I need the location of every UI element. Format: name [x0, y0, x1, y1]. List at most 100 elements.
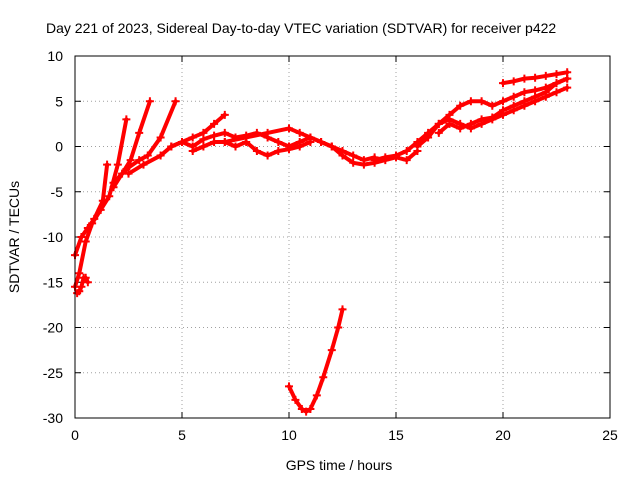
data-point [370, 156, 379, 165]
data-point [105, 192, 114, 201]
data-point [349, 158, 358, 167]
y-axis-label: SDTVAR / TECUs [6, 181, 22, 293]
data-point [75, 287, 84, 296]
plot-area [71, 68, 572, 416]
data-point [242, 133, 251, 142]
y-tick-label: -30 [43, 410, 63, 426]
y-tick-label: 0 [55, 139, 63, 155]
data-point [334, 323, 343, 332]
y-tick-label: -25 [43, 365, 63, 381]
data-point [156, 151, 165, 160]
data-point [499, 106, 507, 115]
data-point [488, 101, 497, 110]
data-point [434, 128, 443, 137]
data-point [285, 145, 293, 154]
chart-ticks: 0 5 10 15 20 25 -30 -25 -20 -15 -10 -5 0 5 10 [43, 48, 618, 443]
y-tick-label: -15 [43, 274, 63, 290]
series-track-b [71, 160, 112, 260]
x-tick-label: 0 [71, 427, 79, 443]
data-point [520, 74, 529, 83]
x-tick-label: 25 [602, 427, 618, 443]
data-point [509, 77, 518, 86]
plot-frame [74, 55, 611, 419]
series-track-n [499, 68, 572, 88]
data-point [188, 133, 197, 142]
data-point [338, 147, 347, 156]
data-point [167, 142, 176, 151]
series-track-c [73, 273, 92, 298]
data-point [520, 88, 529, 97]
data-point [143, 151, 152, 160]
data-point [402, 156, 411, 165]
x-tick-label: 10 [281, 427, 297, 443]
data-point [349, 151, 358, 160]
data-point [306, 133, 315, 142]
data-point [499, 79, 507, 88]
data-point [434, 119, 443, 128]
data-point [327, 346, 336, 355]
data-point [77, 233, 86, 241]
data-point [563, 68, 572, 77]
data-point [178, 137, 186, 146]
data-point [124, 169, 133, 178]
data-point [552, 88, 561, 97]
data-point [285, 124, 293, 133]
data-point [392, 151, 400, 160]
data-point [552, 70, 561, 79]
data-point [188, 147, 197, 156]
data-point [531, 92, 540, 101]
series-track-e [109, 97, 180, 187]
data-point [295, 142, 304, 151]
data-point [285, 382, 293, 391]
data-point [98, 196, 107, 205]
data-point [445, 110, 454, 119]
series-track-l [413, 74, 572, 151]
chart-grid [75, 56, 610, 418]
data-point [456, 124, 465, 133]
data-point [81, 237, 90, 246]
series-track-j [285, 305, 347, 416]
data-point [263, 128, 272, 137]
data-point [171, 97, 180, 106]
data-point [81, 273, 90, 282]
data-point [83, 278, 92, 287]
data-point [445, 119, 454, 128]
data-point [319, 373, 328, 382]
data-point [83, 223, 92, 232]
data-point [113, 160, 122, 169]
data-point [139, 160, 148, 169]
data-point [359, 156, 368, 165]
series-track-h [188, 137, 315, 160]
series-band [73, 162, 110, 258]
data-point [291, 395, 300, 404]
data-point [488, 113, 497, 122]
y-tick-label: -5 [51, 184, 64, 200]
data-point [135, 156, 144, 165]
y-tick-label: -10 [43, 229, 63, 245]
data-point [302, 407, 311, 416]
data-point [145, 97, 154, 106]
data-point [126, 156, 135, 165]
data-point [520, 97, 529, 106]
data-point [312, 391, 321, 400]
data-point [456, 101, 465, 110]
data-point [381, 153, 390, 162]
series-band [415, 76, 570, 149]
data-point [252, 147, 261, 156]
series-band [111, 99, 178, 185]
data-point [295, 128, 304, 137]
x-tick-label: 15 [388, 427, 404, 443]
data-point [541, 71, 550, 80]
data-point [156, 133, 165, 142]
data-point [135, 128, 144, 137]
data-point [424, 133, 433, 142]
data-point [199, 135, 208, 144]
data-point [220, 110, 229, 119]
data-point [220, 137, 229, 146]
x-tick-label: 20 [495, 427, 511, 443]
data-point [552, 79, 561, 88]
series-track-i [220, 124, 379, 165]
series-band [287, 307, 345, 414]
data-point [210, 137, 219, 146]
